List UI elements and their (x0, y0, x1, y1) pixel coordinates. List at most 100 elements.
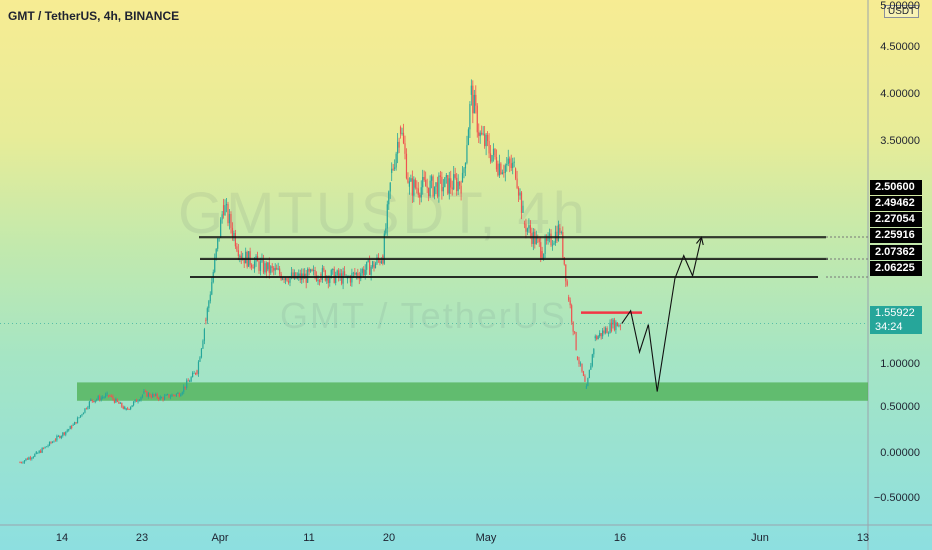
candle-body (107, 395, 110, 397)
candle-body (379, 259, 381, 264)
candle-body (479, 132, 481, 137)
candle-body (364, 269, 366, 276)
candle-body (372, 261, 374, 267)
candle-body (548, 233, 551, 236)
candle-body (551, 244, 554, 246)
candle-body (501, 172, 503, 175)
candle-body (426, 186, 428, 188)
candle-body (189, 381, 191, 383)
candle-body (172, 394, 175, 396)
candle-body (414, 179, 416, 188)
candle-body (383, 233, 385, 264)
candle-body (177, 392, 179, 394)
candle-body (175, 393, 177, 396)
support-zone (77, 382, 868, 401)
candle-body (54, 439, 56, 441)
candle-body (76, 417, 79, 424)
candle-body (81, 414, 83, 416)
candle-body (463, 168, 465, 173)
symbol-title[interactable]: GMT / TetherUS, 4h, BINANCE (8, 9, 180, 23)
candle-body (243, 258, 245, 264)
candle-body (563, 257, 565, 265)
candle-body (467, 129, 470, 146)
candle-body (522, 205, 524, 213)
candle-body (221, 214, 223, 220)
candle-body (489, 153, 492, 162)
candle-body (169, 396, 172, 398)
candle-body (163, 395, 166, 400)
candle-body (150, 396, 152, 398)
candle-body (526, 228, 529, 232)
candle-body (252, 267, 254, 269)
candle-body (389, 182, 391, 192)
candle-body (615, 322, 617, 331)
candle-body (158, 397, 160, 400)
candle-body (429, 180, 431, 197)
candle-body (159, 396, 161, 400)
candle-body (69, 426, 71, 430)
level-label: 2.07362 (870, 245, 922, 260)
candle-body (498, 163, 500, 176)
candle-body (180, 394, 182, 397)
candle-body (357, 272, 359, 277)
candle-body (270, 266, 272, 273)
candle-body (138, 400, 141, 401)
candle-body (134, 399, 136, 402)
candle-body (240, 255, 242, 261)
candle-body (361, 268, 363, 274)
candle-body (305, 273, 307, 283)
candle-body (205, 319, 207, 321)
candle-body (453, 174, 455, 190)
candle-body (517, 187, 520, 196)
candle-body (529, 225, 531, 234)
candle-body (516, 178, 518, 188)
candle-body (374, 263, 377, 269)
candle-body (509, 158, 511, 164)
candle-body (571, 305, 573, 322)
candle-body (231, 227, 234, 237)
candle-body (202, 340, 204, 349)
candle-body (422, 176, 424, 188)
candle-body (197, 361, 200, 374)
candle-body (407, 178, 409, 183)
candle-body (320, 274, 322, 280)
candle-body (251, 264, 253, 268)
candle-body (273, 267, 275, 271)
candle-body (345, 274, 347, 276)
candle-body (271, 266, 273, 268)
candle-body (121, 402, 123, 407)
unit-label[interactable]: USDT (884, 5, 920, 18)
candle-body (579, 363, 582, 365)
candle-body (363, 268, 365, 276)
candle-body (190, 377, 192, 382)
candle-body (562, 232, 564, 258)
candle-body (399, 127, 402, 134)
candle-body (128, 408, 130, 410)
candle-body (436, 182, 439, 197)
candle-body (461, 172, 464, 183)
candle-body (619, 325, 621, 327)
y-tick: 0.00000 (880, 447, 920, 459)
candle-body (25, 458, 27, 461)
candle-body (155, 393, 157, 396)
candle-body (57, 435, 59, 437)
candle-body (220, 219, 222, 238)
candle-body (32, 456, 34, 458)
candle-body (162, 397, 164, 400)
candle-body (292, 272, 294, 279)
candle-body (293, 272, 295, 279)
candle-body (149, 393, 151, 397)
candle-body (541, 251, 543, 260)
candle-body (116, 398, 118, 402)
candle-body (262, 258, 265, 273)
candle-body (115, 398, 117, 403)
candle-body (475, 94, 477, 106)
candle-body (209, 294, 211, 302)
candle-body (265, 263, 268, 273)
candle-body (435, 182, 437, 187)
candle-body (147, 393, 149, 397)
candle-body (286, 278, 288, 281)
candle-body (607, 333, 610, 334)
